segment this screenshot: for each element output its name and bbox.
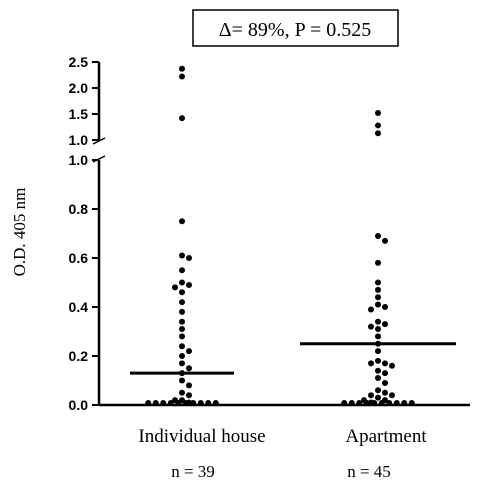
data-point	[375, 326, 381, 333]
category-label-individual-house: Individual house	[138, 426, 265, 447]
data-point	[179, 218, 185, 225]
data-point	[375, 333, 381, 340]
data-point	[179, 353, 185, 359]
data-point	[348, 400, 355, 406]
data-point	[375, 259, 381, 266]
data-point	[375, 109, 381, 116]
data-point	[152, 400, 159, 406]
data-point	[341, 400, 348, 406]
data-point	[172, 284, 178, 291]
data-point	[190, 400, 197, 406]
data-point	[179, 308, 185, 315]
data-point	[375, 375, 381, 382]
data-point	[179, 318, 185, 325]
data-point	[363, 400, 370, 406]
data-point	[375, 394, 381, 401]
data-point	[375, 130, 381, 137]
data-point	[368, 392, 374, 399]
annotation-box	[192, 9, 399, 47]
axis-break-mark	[92, 137, 106, 145]
data-point	[382, 237, 388, 244]
data-point	[382, 379, 388, 386]
data-point	[375, 348, 381, 355]
data-point	[375, 301, 381, 308]
y-tick-label-lower: 1.0	[69, 152, 89, 168]
data-point	[368, 306, 374, 313]
data-point	[368, 323, 374, 330]
data-point	[179, 360, 185, 367]
data-point	[186, 392, 192, 399]
data-point	[179, 65, 185, 72]
data-point	[378, 400, 385, 406]
data-point	[408, 400, 415, 406]
data-point	[382, 304, 388, 310]
data-point	[375, 294, 381, 301]
data-point	[179, 299, 185, 306]
data-point	[179, 289, 185, 296]
y-tick-label-lower: 0.4	[69, 299, 89, 315]
n-label-apartment: n = 45	[347, 462, 391, 481]
data-point	[371, 400, 378, 406]
data-point	[401, 400, 408, 406]
data-point	[375, 387, 381, 394]
axis-break-mark	[92, 155, 106, 163]
data-point	[179, 326, 185, 333]
y-tick-label-upper: 1.5	[69, 106, 89, 122]
data-point	[389, 392, 395, 399]
data-point	[205, 400, 212, 406]
data-point	[382, 370, 388, 377]
data-point	[382, 389, 388, 396]
data-point	[375, 279, 381, 286]
data-point	[179, 279, 185, 286]
y-tick-label-lower: 0.6	[69, 250, 89, 266]
y-tick-label-lower: 0.8	[69, 201, 89, 217]
data-point	[186, 365, 192, 372]
axes: 1.0 1.5 2.0 2.5 0.0 0.2 0.4 0.6 0.8 1.0	[69, 54, 470, 413]
data-point	[179, 115, 185, 122]
data-point	[179, 267, 185, 274]
data-point	[375, 357, 381, 364]
annotation-text: Δ= 89%, P = 0.525	[219, 19, 371, 41]
data-point	[167, 400, 174, 406]
y-tick-label-lower: 0.2	[69, 348, 89, 364]
data-point	[175, 400, 182, 406]
y-tick-label-lower: 0.0	[69, 397, 89, 413]
data-point	[375, 367, 381, 374]
y-tick-label-upper: 1.0	[69, 132, 89, 148]
data-point	[179, 377, 185, 384]
y-tick-label-upper: 2.5	[69, 54, 89, 70]
data-point	[182, 400, 189, 406]
data-point	[389, 362, 395, 369]
n-label-individual-house: n = 39	[171, 462, 215, 481]
data-point	[186, 348, 192, 355]
data-point	[186, 255, 192, 261]
data-point	[179, 333, 185, 340]
data-point	[356, 400, 363, 406]
data-point	[375, 122, 381, 129]
data-point	[186, 382, 192, 389]
data-point	[393, 400, 400, 406]
data-point	[160, 400, 167, 406]
data-point	[375, 232, 381, 239]
data-point	[382, 321, 388, 328]
data-point	[179, 73, 185, 80]
data-point	[386, 400, 393, 406]
data-point	[197, 400, 204, 406]
y-tick-label-upper: 2.0	[69, 80, 89, 96]
y-axis-label: O.D. 405 nm	[10, 188, 29, 277]
data-point	[375, 318, 381, 325]
category-label-apartment: Apartment	[345, 426, 427, 447]
data-point	[186, 281, 192, 288]
data-point	[382, 360, 388, 367]
data-point	[179, 252, 185, 259]
data-point	[212, 400, 219, 406]
data-point	[145, 400, 152, 406]
data-point	[368, 360, 374, 367]
data-point	[375, 286, 381, 293]
data-marks	[130, 65, 456, 406]
data-point	[179, 343, 185, 350]
data-point	[179, 389, 185, 396]
